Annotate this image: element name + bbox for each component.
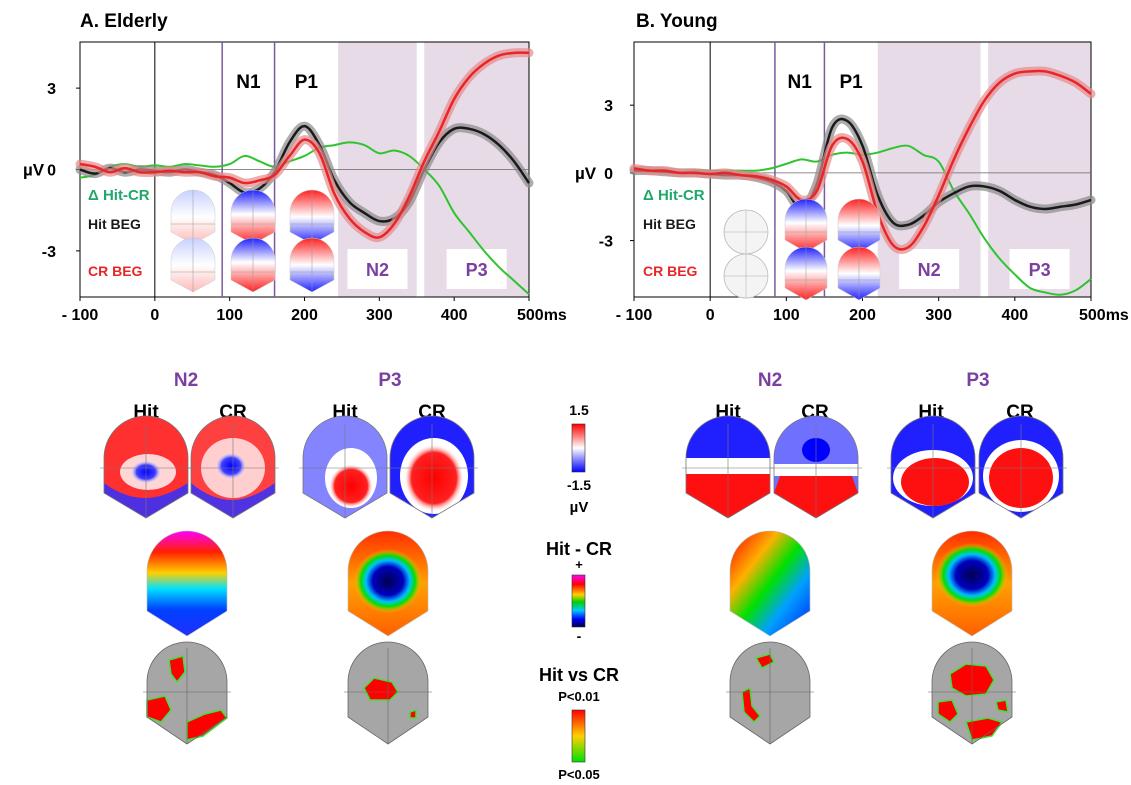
window-label-n2: N2 (366, 260, 389, 280)
scale-bar-difference (571, 574, 586, 628)
topomap-thumb (837, 198, 881, 253)
series-line-cr (79, 51, 530, 239)
window-label-box (1009, 249, 1070, 289)
x-tick-label: - 100 (62, 307, 99, 324)
series-line-diff (79, 141, 530, 296)
stat-title: Hit vs CR (539, 665, 619, 685)
topomap-thumb (230, 237, 276, 293)
topomap-elderly-n2-cr (187, 415, 279, 519)
window-label-p3: P3 (466, 260, 488, 280)
legend-cr: CR BEG (643, 263, 698, 279)
diffmap-elderly-n2 (146, 530, 228, 637)
y-tick-label: 3 (604, 98, 613, 115)
topomap-thumb (784, 198, 828, 253)
legend-diff: Δ Hit-CR (643, 187, 705, 204)
chart-title: A. Elderly (80, 11, 168, 32)
statmap-elderly-p3 (344, 641, 432, 745)
x-tick-label: 200 (291, 307, 318, 324)
statmap-elderly-n2 (143, 641, 231, 745)
legend-hit: Hit BEG (88, 216, 141, 232)
statmap-young-n2 (726, 641, 814, 745)
legend-diff: Δ Hit-CR (88, 187, 150, 204)
topomap-young-p3-hit (887, 415, 979, 519)
diffmap-young-p3 (931, 530, 1013, 637)
y-tick-label: 0 (47, 163, 56, 180)
window-label-n1: N1 (788, 72, 813, 93)
series-line-cr (633, 69, 1092, 251)
x-tick-label: 100 (773, 307, 800, 324)
topomap-thumb (784, 246, 828, 301)
x-tick-label: 100 (216, 307, 243, 324)
topomap-thumb (289, 237, 335, 293)
y-tick-label: -3 (42, 244, 56, 261)
topomap-young-n2-hit (682, 415, 774, 519)
topomap-thumb (230, 189, 276, 245)
chart-title: B. Young (636, 11, 718, 32)
window-label-p1: P1 (839, 72, 863, 93)
statmap-young-p3 (928, 641, 1016, 745)
window-label-box (899, 249, 960, 289)
topomap-young-p3-cr (975, 415, 1067, 519)
diff-minus: - (577, 628, 582, 644)
topomap-thumb (170, 237, 216, 293)
y-tick-label: 0 (604, 166, 613, 183)
scale-legend-difference: Hit - CR + - (546, 539, 612, 644)
n2-header-elderly: N2 (174, 370, 198, 391)
p3-header-elderly: P3 (378, 370, 401, 391)
window-label-p3: P3 (1029, 260, 1051, 280)
x-tick-label: 400 (1001, 307, 1028, 324)
p3-header-young: P3 (966, 370, 989, 391)
p001-label: P<0.01 (558, 689, 600, 704)
x-tick-label: 200 (849, 307, 876, 324)
x-tick-label: 500ms (517, 307, 567, 324)
y-tick-label: 3 (47, 81, 56, 98)
x-tick-label: - 100 (616, 307, 653, 324)
scale-bar-pvalue (571, 709, 586, 763)
inline-topomaps-elderly (170, 189, 335, 293)
diff-plus: + (575, 557, 583, 572)
y-axis-label: µV (575, 164, 597, 183)
inline-topomaps-young (723, 198, 881, 301)
diffmap-young-n2 (729, 530, 811, 637)
chart-elderly: A. Elderly N1 P1 N2 P3 3 0 -3 µV - 100 0 100 200 300 4… (23, 11, 567, 324)
chart-young: B. Young N1 P1 N2 P3 3 0 -3 µV - 100 0 100 200 300 400… (575, 11, 1129, 324)
topomap-thumb (723, 209, 769, 255)
y-tick-label: -3 (599, 234, 613, 251)
scale-bar-amplitude (571, 423, 586, 473)
p005-label: P<0.05 (558, 767, 600, 782)
window-label-n1: N1 (236, 72, 261, 93)
x-tick-label: 300 (925, 307, 952, 324)
y-axis-label: µV (23, 161, 45, 180)
topomap-thumb (170, 189, 216, 245)
topomap-elderly-p3-hit (299, 415, 391, 519)
scale-min-label: -1.5 (567, 477, 591, 493)
window-label-n2: N2 (918, 260, 941, 280)
scale-unit-label: µV (570, 499, 589, 516)
window-label-p1: P1 (295, 72, 319, 93)
topomap-thumb (723, 253, 769, 299)
x-tick-label: 0 (150, 307, 159, 324)
x-tick-label: 400 (441, 307, 468, 324)
topomap-thumb (837, 246, 881, 301)
diffmap-elderly-p3 (347, 530, 429, 637)
x-tick-label: 500ms (1079, 307, 1129, 324)
diff-title: Hit - CR (546, 539, 612, 559)
x-tick-label: 0 (706, 307, 715, 324)
n2-header-young: N2 (758, 370, 782, 391)
x-tick-label: 300 (366, 307, 393, 324)
scale-legend-statistics: Hit vs CR P<0.01 P<0.05 (539, 665, 619, 782)
topomap-thumb (289, 189, 335, 245)
window-label-box (347, 249, 408, 289)
scale-legend-amplitude: 1.5 -1.5 µV (567, 402, 591, 516)
topomap-elderly-p3-cr (386, 415, 478, 519)
window-label-box (446, 249, 507, 289)
legend-cr: CR BEG (88, 263, 143, 279)
topomap-elderly-n2-hit (100, 415, 192, 519)
legend-hit: Hit BEG (643, 216, 696, 232)
scale-max-label: 1.5 (569, 402, 589, 418)
topomap-young-n2-cr (770, 415, 862, 519)
